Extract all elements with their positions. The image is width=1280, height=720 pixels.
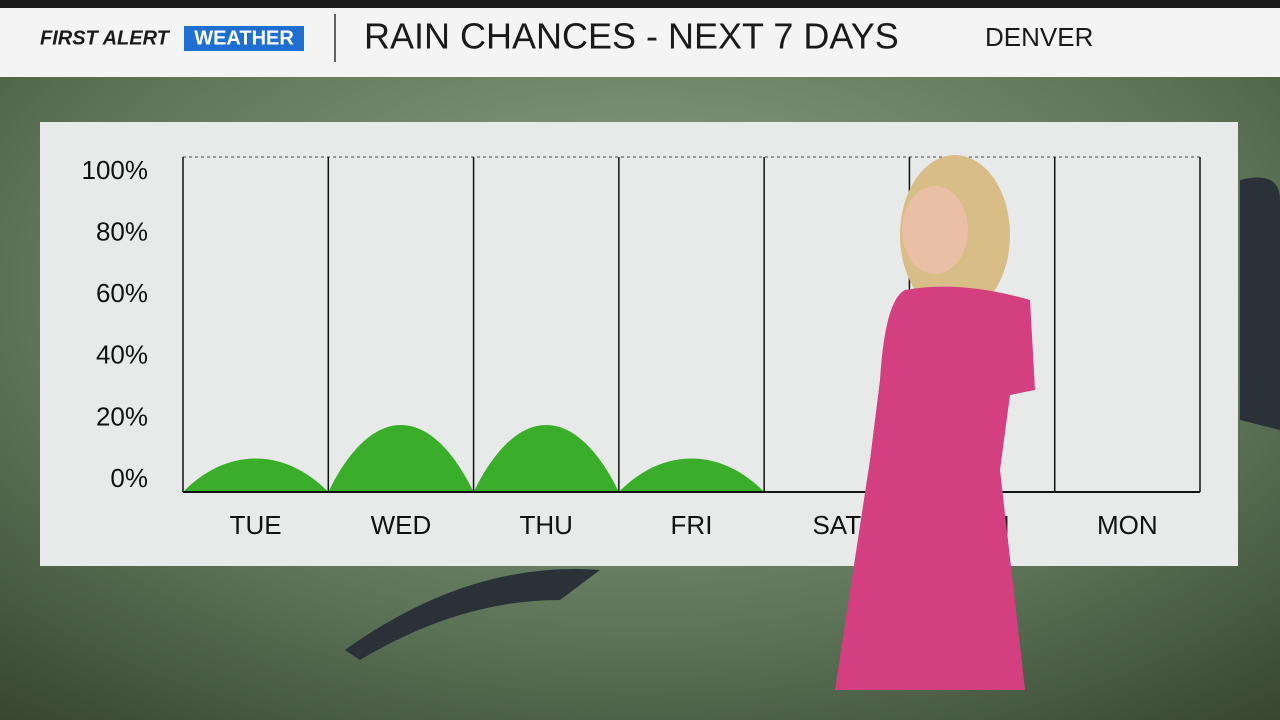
x-tick-label: WED — [371, 510, 432, 540]
x-tick-label: FRI — [671, 510, 713, 540]
y-tick-label: 40% — [96, 340, 148, 370]
chart-panel — [40, 122, 1238, 566]
y-tick-label: 80% — [96, 216, 148, 246]
brand-first-alert: FIRST ALERT — [40, 27, 171, 49]
umbrella — [345, 569, 600, 660]
y-tick-label: 60% — [96, 278, 148, 308]
umbrella-edge — [1240, 177, 1280, 430]
rain-area — [473, 425, 619, 492]
y-tick-label: 0% — [110, 463, 148, 493]
x-tick-label: THU — [519, 510, 572, 540]
plot-area: 0%20%40%60%80%100%TUEWEDTHUFRISATSUNMON — [82, 155, 1201, 540]
presenter — [835, 155, 1035, 690]
y-tick-label: 100% — [82, 155, 149, 185]
brand-box — [184, 26, 304, 51]
chart-subtitle: DENVER — [985, 22, 1093, 52]
y-tick-label: 20% — [96, 401, 148, 431]
brand-weather: WEATHER — [194, 27, 294, 49]
rain-area — [183, 458, 329, 492]
presenter-dress — [835, 286, 1035, 690]
x-tick-label: SAT — [812, 510, 861, 540]
rain-area — [618, 458, 765, 492]
top-strip — [0, 0, 1280, 8]
presenter-face — [902, 186, 968, 274]
x-tick-label: TUE — [230, 510, 282, 540]
chart-title: RAIN CHANCES - NEXT 7 DAYS — [364, 16, 899, 57]
rain-area — [328, 425, 474, 492]
x-tick-label: MON — [1097, 510, 1158, 540]
